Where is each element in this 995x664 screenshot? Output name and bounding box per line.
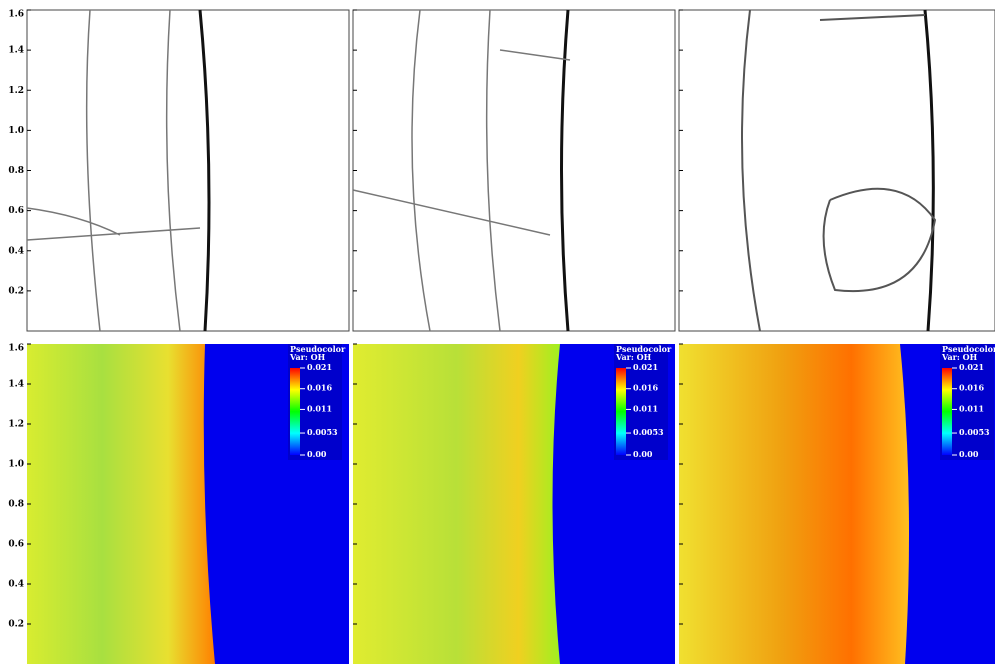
- colorbar-tick-label: 0.00: [307, 449, 327, 459]
- colorbar-tick-label: 0.011: [307, 403, 332, 413]
- y-tick-label: 1.0: [8, 460, 24, 470]
- colorbar-tick-label: 0.0053: [307, 427, 338, 437]
- y-tick-label: 0.4: [8, 246, 24, 256]
- colorbar-tick-label: 0.021: [633, 362, 658, 372]
- y-tick-label: 1.0: [8, 126, 24, 136]
- y-tick-label: 1.6: [8, 10, 24, 20]
- colorbar-tick-label: 0.021: [959, 362, 984, 372]
- schlieren-panel: [679, 10, 995, 331]
- figure: 0.2 0.4 0.6 0.8 1.0 1.2 1.4 1.6 0.2 0.4 0.6 0.8 1.0 1…: [0, 0, 995, 664]
- y-tick-label: 0.4: [8, 580, 24, 590]
- colorbar-tick-label: 0.016: [959, 383, 984, 393]
- y-tick-label: 0.8: [8, 500, 24, 510]
- colorbar-tick-label: 0.0053: [959, 427, 990, 437]
- y-tick-label: 0.6: [8, 206, 24, 216]
- burned-region: [679, 344, 909, 664]
- colorbar-variable: Var: OH: [941, 352, 978, 362]
- colorbar-tick-label: 0.016: [633, 383, 658, 393]
- y-tick-label: 1.2: [8, 86, 24, 96]
- colorbar-gradient: [942, 368, 952, 455]
- y-tick-label: 0.2: [8, 620, 24, 630]
- colorbar-tick-label: 0.011: [633, 403, 658, 413]
- y-tick-label: 1.4: [8, 46, 24, 56]
- y-tick-label: 0.2: [8, 286, 24, 296]
- y-tick-label: 0.6: [8, 540, 24, 550]
- schlieren-panel: [353, 10, 675, 331]
- colorbar-gradient: [616, 368, 626, 455]
- colorbar-tick-label: 0.016: [307, 383, 332, 393]
- schlieren-panel: [27, 10, 349, 331]
- y-tick-label: 0.8: [8, 166, 24, 176]
- colorbar-tick-label: 0.0053: [633, 427, 664, 437]
- panels: [27, 10, 995, 664]
- y-tick-label: 1.6: [8, 344, 24, 354]
- colorbar-gradient: [290, 368, 300, 455]
- colorbar-tick-label: 0.021: [307, 362, 332, 372]
- colorbar-tick-label: 0.00: [959, 449, 979, 459]
- y-tick-label: 1.2: [8, 420, 24, 430]
- burned-region: [27, 344, 215, 664]
- colorbar-tick-label: 0.00: [633, 449, 653, 459]
- colorbar-variable: Var: OH: [615, 352, 652, 362]
- colorbar-variable: Var: OH: [289, 352, 326, 362]
- y-tick-label: 1.4: [8, 380, 24, 390]
- burned-region: [353, 344, 560, 664]
- colorbar-tick-label: 0.011: [959, 403, 984, 413]
